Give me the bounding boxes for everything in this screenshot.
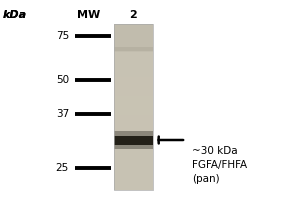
Bar — [114, 118, 153, 121]
Bar — [114, 38, 153, 41]
Bar — [114, 168, 153, 171]
Bar — [114, 77, 153, 79]
Bar — [114, 148, 153, 151]
Bar — [114, 71, 153, 74]
Text: 37: 37 — [56, 109, 69, 119]
Bar — [114, 93, 153, 96]
Bar — [114, 79, 153, 82]
Bar — [114, 129, 153, 132]
Bar — [114, 30, 153, 32]
Bar — [114, 131, 153, 149]
Bar — [114, 24, 153, 190]
Bar — [114, 60, 153, 63]
Bar — [114, 41, 153, 43]
Bar — [114, 104, 153, 107]
Bar — [114, 85, 153, 88]
Bar — [114, 187, 153, 190]
Bar — [114, 35, 153, 38]
Text: ~30 kDa
FGFA/FHFA
(pan): ~30 kDa FGFA/FHFA (pan) — [192, 146, 247, 184]
Bar — [114, 66, 153, 68]
Bar — [114, 121, 153, 124]
Bar — [114, 126, 153, 129]
Bar — [114, 43, 153, 46]
Bar — [114, 47, 153, 51]
Text: 75: 75 — [56, 31, 69, 41]
Bar — [114, 74, 153, 77]
Bar — [114, 162, 153, 165]
Bar — [114, 107, 153, 110]
Bar — [114, 24, 153, 27]
Bar — [114, 171, 153, 173]
Text: 50: 50 — [56, 75, 69, 85]
Bar — [114, 154, 153, 157]
Bar — [114, 115, 153, 118]
Bar — [114, 113, 153, 115]
Text: kDa: kDa — [3, 10, 27, 20]
Bar — [114, 52, 153, 54]
Bar — [114, 99, 153, 101]
Bar — [114, 137, 153, 140]
Bar — [114, 176, 153, 179]
Text: kDa: kDa — [3, 10, 27, 20]
Bar — [114, 90, 153, 93]
Text: 25: 25 — [56, 163, 69, 173]
Bar — [114, 179, 153, 182]
Bar — [114, 140, 153, 143]
Bar — [114, 110, 153, 113]
Bar — [114, 151, 153, 154]
Bar — [114, 132, 153, 135]
Bar — [114, 49, 153, 52]
Bar — [114, 63, 153, 66]
Bar — [114, 165, 153, 168]
Bar — [114, 143, 153, 146]
Bar — [114, 32, 153, 35]
Bar — [114, 157, 153, 160]
Bar — [114, 182, 153, 184]
Bar — [114, 160, 153, 162]
Bar — [114, 82, 153, 85]
Bar — [114, 136, 153, 144]
Bar — [114, 101, 153, 104]
Bar — [114, 135, 153, 137]
Bar — [114, 27, 153, 30]
Bar — [114, 96, 153, 99]
Bar — [114, 68, 153, 71]
Bar — [114, 173, 153, 176]
Bar — [114, 184, 153, 187]
Bar — [114, 57, 153, 60]
Bar — [114, 54, 153, 57]
Text: MW: MW — [77, 10, 100, 20]
Bar — [114, 146, 153, 148]
Text: 2: 2 — [130, 10, 137, 20]
Bar — [114, 46, 153, 49]
Bar — [114, 88, 153, 90]
Bar — [114, 124, 153, 126]
